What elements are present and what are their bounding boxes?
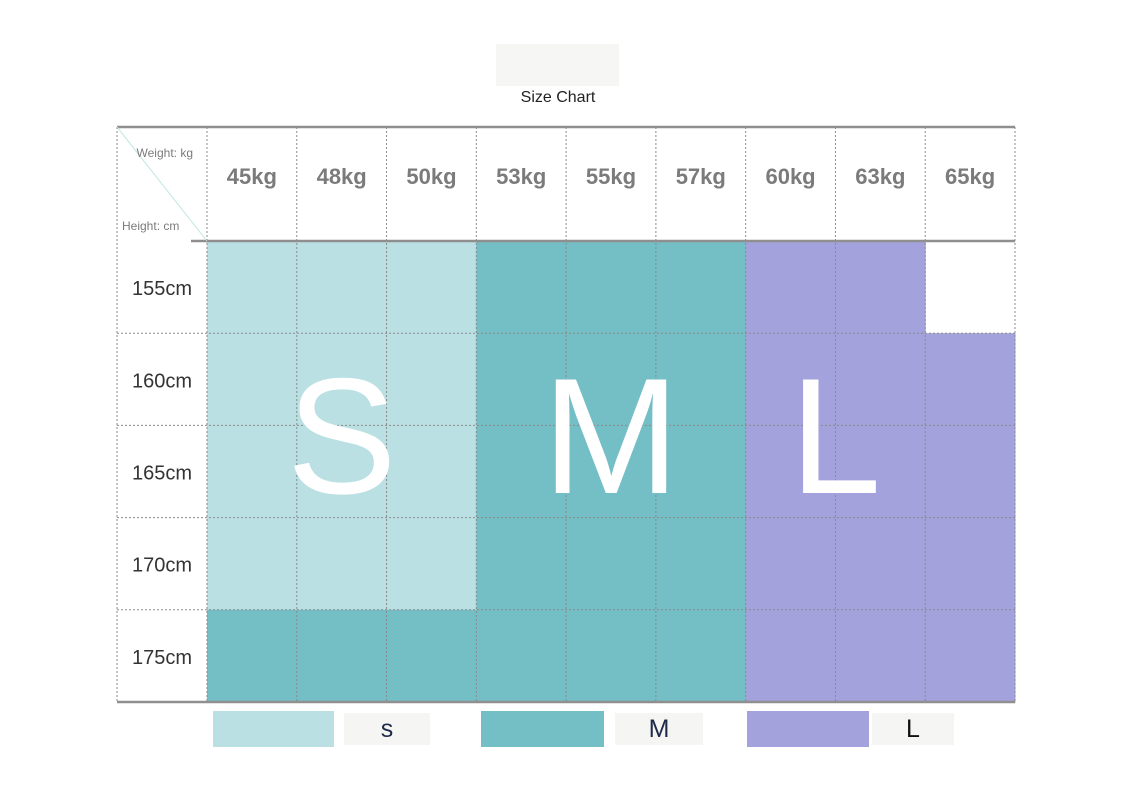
size-cell-m	[566, 241, 657, 334]
legend-swatch-l	[747, 711, 869, 747]
size-cell-m	[655, 517, 747, 611]
legend-swatch-s	[213, 711, 334, 747]
size-cell-m	[655, 333, 747, 426]
legend-label-m: M	[615, 713, 703, 745]
size-cell-l	[925, 517, 1016, 611]
size-cell-l	[835, 333, 926, 426]
size-cell-m	[476, 333, 567, 426]
corner-weight-label: Weight: kg	[137, 146, 193, 160]
size-cell-s	[296, 425, 388, 519]
size-cell-m	[655, 241, 747, 334]
size-letter-s: S	[287, 344, 397, 528]
size-cell-m	[655, 609, 747, 703]
size-letter-l: L	[790, 344, 882, 528]
size-cell-l	[835, 609, 926, 703]
corner-diagonal	[116, 126, 208, 242]
size-cell-l	[835, 517, 926, 611]
size-cell-m	[566, 425, 657, 519]
size-cell-s	[386, 333, 477, 426]
size-cell-l	[835, 241, 926, 334]
legend-label-s: s	[344, 713, 430, 745]
weight-header: 65kg	[945, 164, 995, 189]
title-backdrop	[496, 44, 619, 86]
size-cell-l	[745, 241, 836, 334]
height-label: 155cm	[132, 278, 192, 300]
size-cell-m	[386, 609, 477, 703]
size-cell-l	[835, 425, 926, 519]
weight-header: 63kg	[855, 164, 905, 189]
height-label: 175cm	[132, 647, 192, 669]
weight-header: 60kg	[765, 164, 815, 189]
size-cell-m	[476, 241, 567, 334]
size-letter-m: M	[542, 344, 679, 528]
weight-header: 50kg	[406, 164, 456, 189]
size-cell-m	[296, 609, 388, 703]
size-cell-s	[296, 333, 388, 426]
legend-swatch-m	[481, 711, 604, 747]
size-cell-l	[925, 609, 1016, 703]
size-cell-m	[566, 517, 657, 611]
legend-label-l: L	[872, 713, 954, 745]
size-cell-l	[745, 517, 836, 611]
size-cell-m	[476, 517, 567, 611]
size-cell-s	[207, 333, 298, 426]
size-cell-l	[925, 425, 1016, 519]
size-cell-s	[296, 517, 388, 611]
corner-height-label: Height: cm	[122, 219, 179, 233]
height-label: 165cm	[132, 463, 192, 485]
size-cell-l	[745, 333, 836, 426]
height-label: 160cm	[132, 370, 192, 392]
size-cell-s	[386, 517, 477, 611]
weight-header: 48kg	[317, 164, 367, 189]
weight-header: 45kg	[227, 164, 277, 189]
weight-header: 55kg	[586, 164, 636, 189]
size-cell-m	[476, 425, 567, 519]
chart-title: Size Chart	[520, 89, 596, 106]
size-cell-l	[745, 425, 836, 519]
size-cell-m	[566, 609, 657, 703]
size-cell-s	[386, 425, 477, 519]
size-cell-s	[296, 241, 388, 334]
size-cell-s	[386, 241, 477, 334]
height-label: 170cm	[132, 555, 192, 577]
weight-header: 53kg	[496, 164, 546, 189]
size-cell-s	[207, 241, 298, 334]
size-cell-s	[207, 517, 298, 611]
size-cell-l	[745, 609, 836, 703]
weight-header: 57kg	[676, 164, 726, 189]
size-cell-m	[476, 609, 567, 703]
size-cell-m	[566, 333, 657, 426]
size-cell-l	[925, 333, 1016, 426]
size-cell-s	[207, 425, 298, 519]
size-cell-m	[655, 425, 747, 519]
size-cell-m	[207, 609, 298, 703]
